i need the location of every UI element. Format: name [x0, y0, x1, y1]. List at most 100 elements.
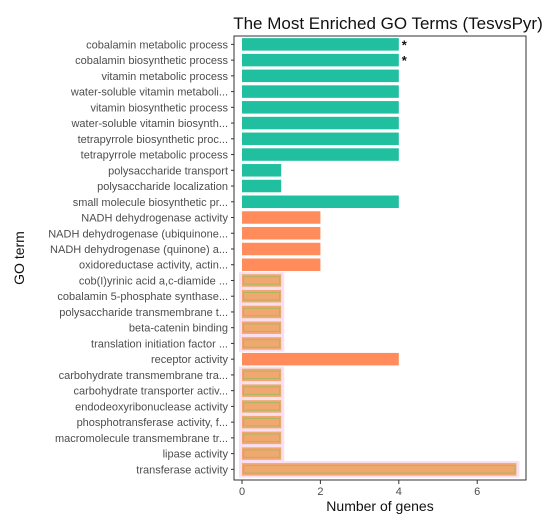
- x-axis-title: Number of genes: [326, 498, 433, 514]
- bar: [242, 148, 399, 161]
- bar-row: [239, 303, 285, 321]
- bar-inner-outline: [243, 291, 281, 301]
- x-tick-label: 0: [239, 486, 245, 498]
- y-axis-title: GO term: [11, 231, 27, 285]
- y-tick-label: translation initiation factor ...: [91, 338, 228, 350]
- bar-row: [239, 429, 285, 447]
- bar-row: [239, 413, 285, 431]
- y-tick-label: beta-catenin binding: [129, 323, 228, 335]
- bar: [242, 258, 321, 271]
- bar-row: [242, 69, 399, 83]
- y-tick-label: phosphotransferase activity, f...: [77, 417, 228, 429]
- bar-row: [242, 227, 321, 240]
- bar: [242, 463, 517, 476]
- bar: [242, 321, 282, 334]
- y-tick-label: cob(I)yrinic acid a,c-diamide ...: [79, 275, 228, 287]
- bar: [242, 69, 399, 83]
- bar-inner-outline: [243, 386, 281, 395]
- bar-row: [239, 398, 285, 415]
- x-tick-label: 2: [317, 486, 323, 498]
- bar: [242, 227, 321, 240]
- y-tick-label: water-soluble vitamin metaboli...: [70, 87, 228, 99]
- bar-row: [239, 445, 285, 462]
- significance-star: *: [402, 53, 408, 68]
- bar: [242, 384, 282, 397]
- bar: [242, 337, 282, 350]
- bar: [242, 53, 399, 67]
- y-tick-label: lipase activity: [163, 449, 229, 461]
- y-tick-label: receptor activity: [151, 354, 229, 366]
- x-tick-label: 6: [474, 486, 480, 498]
- bar-row: [239, 382, 285, 399]
- y-tick-label: vitamin metabolic process: [101, 71, 228, 83]
- bar: [242, 85, 399, 98]
- y-tick-label: vitamin biosynthetic process: [90, 102, 228, 114]
- y-tick-label: NADH dehydrogenase (ubiquinone...: [48, 228, 228, 240]
- bar-row: [242, 258, 321, 271]
- bars-group: **: [239, 37, 520, 478]
- bar-row: [242, 242, 321, 256]
- significance-star: *: [402, 37, 408, 52]
- y-tick-label: small molecule biosynthetic pr...: [73, 197, 228, 209]
- y-tick-label: macromolecule transmembrane tr...: [55, 433, 228, 445]
- bar: [242, 179, 282, 193]
- y-tick-label: polysaccharide localization: [97, 181, 228, 193]
- bar: [242, 132, 399, 146]
- bar-row: [239, 272, 285, 289]
- bar-inner-outline: [243, 449, 281, 458]
- bar: [242, 368, 282, 382]
- bar-row: [242, 352, 399, 366]
- x-ticks: 0 2 4 6: [239, 480, 480, 498]
- y-tick-label: cobalamin biosynthetic process: [75, 55, 228, 67]
- bar: [242, 447, 282, 460]
- bar-inner-outline: [243, 370, 281, 380]
- bar-inner-outline: [243, 307, 281, 317]
- bar: [242, 164, 282, 177]
- bar: [242, 195, 399, 209]
- bar: [242, 101, 399, 114]
- bar-row: [242, 164, 282, 177]
- bar: [242, 242, 321, 256]
- y-tick-labels: cobalamin metabolic process cobalamin bio…: [48, 39, 234, 476]
- bar-inner-outline: [243, 276, 281, 285]
- bar-inner-outline: [243, 417, 281, 427]
- bar-row: [239, 335, 285, 352]
- y-tick-label: endodeoxyribonuclease activity: [75, 401, 228, 413]
- y-tick-label: water-soluble vitamin biosynth...: [70, 118, 228, 130]
- bar-row: [242, 211, 321, 224]
- bar: [242, 415, 282, 429]
- bar-row: [239, 287, 285, 305]
- y-tick-label: transferase activity: [136, 464, 228, 476]
- bar: [242, 431, 282, 445]
- y-tick-label: tetrapyrrole biosynthetic proc...: [78, 134, 228, 146]
- bar-row: [242, 148, 399, 161]
- bar: [242, 38, 399, 51]
- bar-row: *: [242, 53, 408, 68]
- bar: [242, 211, 321, 224]
- bar-inner-outline: [243, 339, 281, 348]
- y-tick-label: carbohydrate transporter activ...: [74, 386, 228, 398]
- bar-row: [242, 85, 399, 98]
- y-tick-label: tetrapyrrole metabolic process: [81, 150, 229, 162]
- y-tick-label: NADH dehydrogenase activity: [81, 213, 228, 225]
- bar-row: [239, 366, 285, 384]
- bar-inner-outline: [243, 465, 516, 474]
- bar: [242, 400, 282, 413]
- bar: [242, 274, 282, 287]
- bar: [242, 352, 399, 366]
- bar-inner-outline: [243, 402, 281, 411]
- y-tick-label: cobalamin metabolic process: [86, 39, 228, 51]
- x-tick-label: 4: [396, 486, 402, 498]
- bar-row: [242, 101, 399, 114]
- bar-row: [242, 195, 399, 209]
- y-tick-label: polysaccharide transport: [108, 165, 228, 177]
- bar-row: *: [242, 37, 408, 52]
- bar: [242, 305, 282, 319]
- bar-row: [239, 319, 285, 336]
- y-tick-label: polysaccharide transmembrane t...: [59, 307, 228, 319]
- y-tick-label: NADH dehydrogenase (quinone) a...: [50, 244, 228, 256]
- bar-inner-outline: [243, 433, 281, 443]
- y-tick-label: cobalamin 5-phosphate synthase...: [57, 291, 228, 303]
- y-tick-label: carbohydrate transmembrane tra...: [59, 370, 228, 382]
